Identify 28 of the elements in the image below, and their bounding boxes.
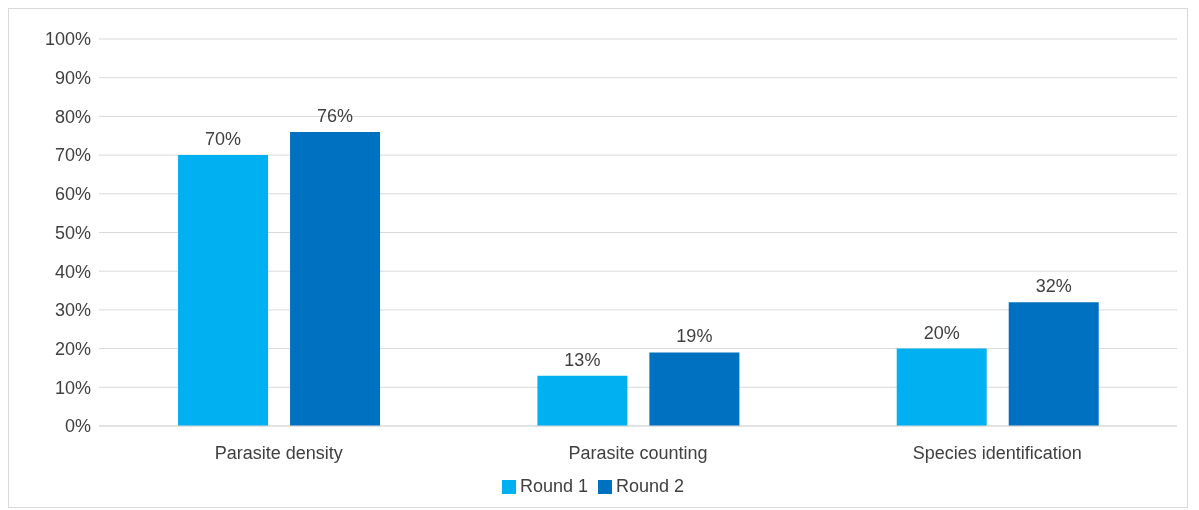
bar [1008,302,1099,426]
y-tick-label: 30% [54,300,91,321]
x-tick-label: Parasite counting [568,442,708,463]
y-tick-label: 20% [54,338,91,359]
legend-label: Round 2 [616,476,685,496]
y-tick-label: 90% [54,68,91,89]
data-label: 76% [317,105,354,126]
x-tick-label: Parasite density [214,442,343,463]
y-tick-label: 70% [54,145,91,166]
bar [290,131,381,426]
y-tick-label: 100% [44,29,91,50]
y-tick-label: 40% [54,261,91,282]
y-tick-label: 50% [54,222,91,243]
y-tick-label: 80% [54,106,91,127]
data-label: 19% [676,326,713,347]
x-tick-label: Species identification [912,442,1082,463]
bar [537,375,628,426]
y-tick-label: 0% [64,416,91,437]
data-label: 20% [923,322,960,343]
data-label: 70% [205,129,242,150]
data-label: 32% [1035,276,1072,297]
y-tick-label: 10% [54,377,91,398]
bar [649,352,740,426]
bar [178,155,269,426]
data-label: 13% [564,349,601,370]
bar [896,348,987,426]
legend-label: Round 1 [519,476,588,496]
y-tick-label: 60% [54,184,91,205]
